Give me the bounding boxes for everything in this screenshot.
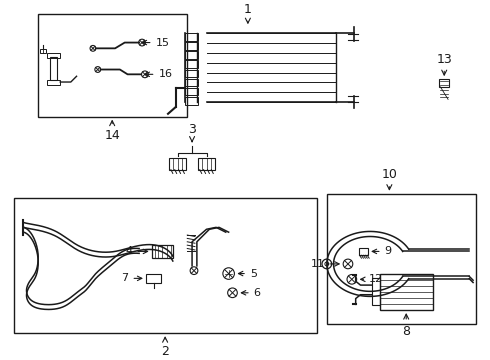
Bar [14, 198, 317, 333]
Bar [198, 158, 215, 170]
Bar [440, 79, 449, 87]
Bar [40, 49, 46, 53]
Bar [185, 60, 198, 68]
Text: 12: 12 [361, 274, 383, 284]
Bar [327, 194, 476, 324]
Text: 1: 1 [244, 3, 252, 23]
Bar [47, 80, 60, 85]
Bar [169, 158, 186, 170]
Text: 6: 6 [241, 288, 261, 298]
Bar [185, 69, 198, 77]
Text: 8: 8 [402, 314, 410, 338]
Bar [49, 57, 57, 80]
Text: 11: 11 [311, 259, 339, 269]
Bar [47, 53, 60, 58]
Text: 10: 10 [381, 168, 397, 190]
Bar [380, 274, 433, 310]
Text: 4: 4 [125, 246, 147, 256]
Bar [359, 248, 368, 255]
Text: 5: 5 [239, 269, 257, 279]
Bar [185, 42, 198, 50]
Bar [151, 245, 173, 258]
Text: 7: 7 [122, 273, 142, 283]
Bar [146, 274, 161, 283]
Text: 3: 3 [188, 123, 196, 142]
Bar [185, 33, 198, 41]
Text: 9: 9 [372, 246, 392, 256]
Bar [185, 88, 198, 95]
Bar [38, 14, 187, 117]
Bar [185, 78, 198, 86]
Bar [372, 278, 380, 305]
Text: 15: 15 [142, 37, 170, 48]
Text: 16: 16 [145, 69, 172, 79]
Bar [185, 97, 198, 105]
Text: 13: 13 [437, 53, 452, 75]
Bar [185, 51, 198, 59]
Text: 14: 14 [104, 121, 120, 142]
Text: 2: 2 [161, 337, 169, 358]
